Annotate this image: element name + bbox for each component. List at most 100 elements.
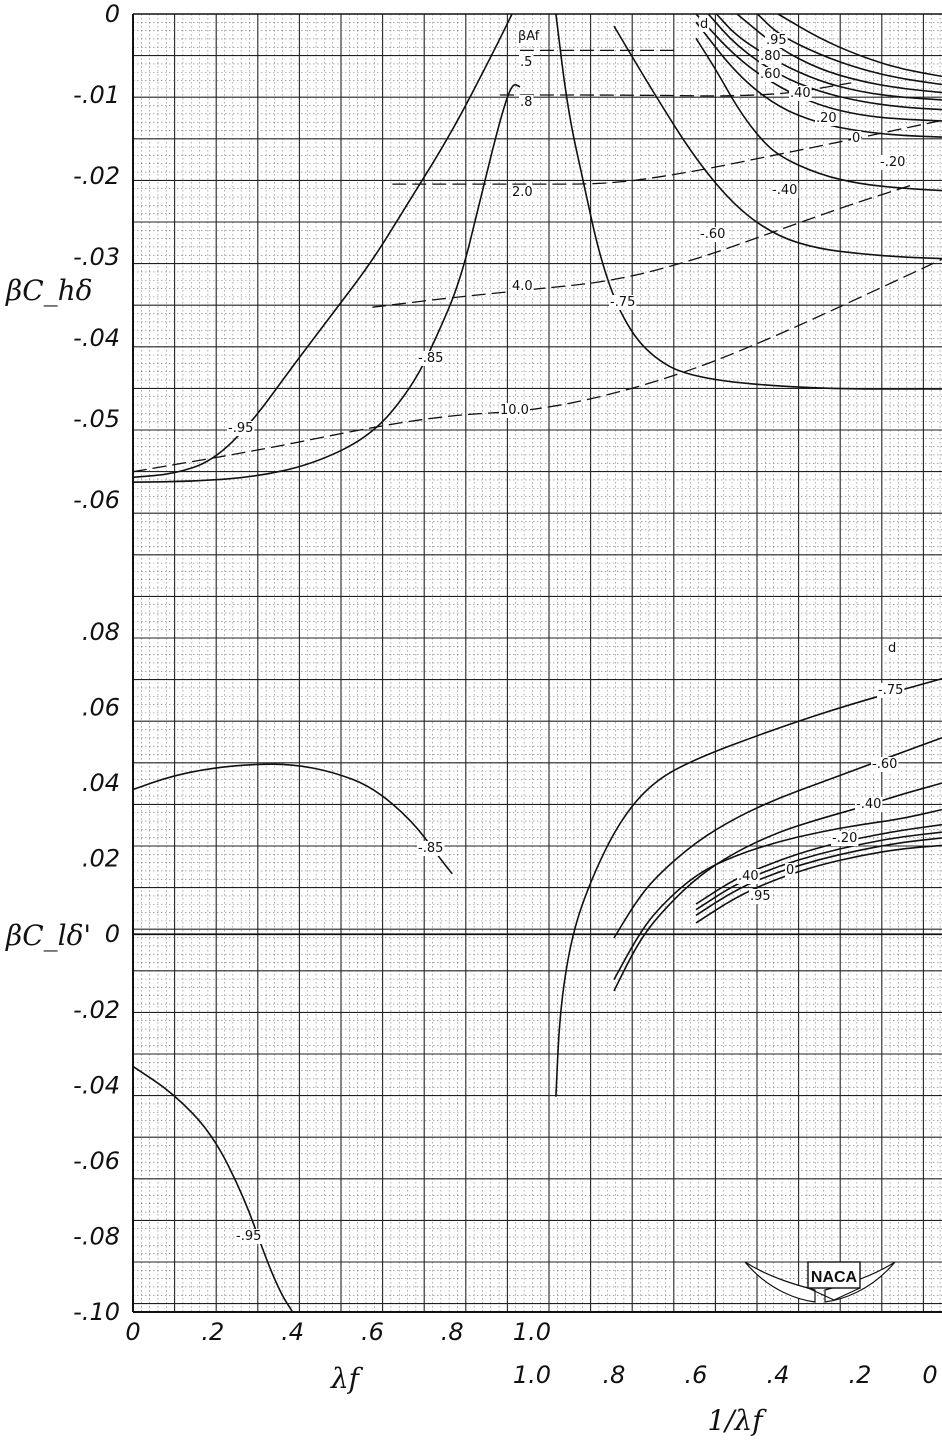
top-label-d: d [700, 17, 708, 32]
bottom-label-m75: -.75 [878, 683, 903, 698]
bottom-label-bg [417, 841, 445, 856]
bottom-label-m85: -.85 [418, 841, 443, 856]
x2-tick-label: 0 [922, 1361, 937, 1389]
top-label-bg [879, 155, 907, 170]
bottom-series-6 [695, 823, 942, 905]
naca-logo: NACA [744, 1261, 896, 1303]
top-label-bg [519, 95, 534, 110]
top-series-2 [555, 13, 942, 390]
y-tick-label: -.10 [73, 1298, 120, 1326]
x-tick-label: .2 [201, 1318, 224, 1346]
top-label-p60b: .60 [760, 67, 781, 82]
top-series-3 [613, 25, 942, 260]
bottom-series-2 [555, 677, 942, 1097]
bottom-series-3 [613, 737, 942, 939]
bottom-label-m20: -.20 [832, 831, 857, 846]
x2-tick-label: .4 [767, 1361, 790, 1389]
bottom-label-bg [831, 831, 859, 846]
top-label-p5: .5 [520, 55, 532, 70]
x2-tick-label: .2 [849, 1361, 872, 1389]
top-label-bg [759, 49, 782, 64]
top-label-bg [417, 351, 445, 366]
bottom-label-bg [737, 869, 760, 884]
top-series-11 [777, 13, 942, 78]
x-tick-label: .8 [441, 1318, 464, 1346]
top-series-1 [132, 83, 521, 483]
y-tick-label: .08 [82, 618, 120, 646]
bottom-label-bg [877, 683, 905, 698]
x-tick-label: .4 [281, 1318, 304, 1346]
top-label-m95a: -.95 [228, 421, 253, 436]
y-tick-label: -.08 [73, 1222, 120, 1250]
bottom-series-0 [132, 763, 453, 875]
top-label-p100: 10.0 [500, 403, 529, 418]
axes: 0-.01-.02-.03-.04-.05-.06.08.06.04.020-.… [5, 0, 942, 1437]
top-series-10 [756, 13, 942, 86]
top-label-m60a: -.60 [700, 227, 725, 242]
top-label-bg [851, 131, 862, 146]
y-axis-label-top: βC_hδ [5, 274, 93, 307]
y-tick-label: -.02 [73, 996, 120, 1024]
top-label-bg [765, 33, 788, 48]
x-tick-label: 0 [125, 1318, 140, 1346]
y-tick-label: 0 [105, 0, 120, 28]
bottom-label-bg [749, 889, 772, 904]
bottom-label-m60: -.60 [872, 757, 897, 772]
top-label-bg [699, 227, 727, 242]
y-tick-label: -.05 [73, 405, 120, 433]
y-tick-label: .02 [82, 845, 120, 873]
bottom-label-bg [785, 863, 796, 878]
bottom-series-5 [613, 808, 942, 980]
x2-tick-label: .8 [603, 1361, 626, 1389]
bottom-label-m40: -.40 [856, 797, 881, 812]
top-label-p95b: .95 [766, 33, 787, 48]
bottom-series-9 [695, 844, 942, 924]
bottom-label-p95: .95 [750, 889, 771, 904]
curve-labels: d βAf .5 .8 2.0 4.0 10.0 -.95 -.85 -.75 -.60 -.40 -.… [227, 17, 907, 1244]
y-tick-label: -.04 [73, 1071, 120, 1099]
bottom-label-bg [855, 797, 883, 812]
top-label-bg [815, 111, 838, 126]
top-series-7 [707, 13, 942, 111]
x2-axis-label: 1/λf [707, 1404, 767, 1437]
top-label-bg [699, 17, 710, 32]
y-axis-label-bottom: βC_lδ' [5, 919, 91, 952]
top-label-bg [771, 183, 799, 198]
x2-tick-label: 1.0 [513, 1361, 551, 1389]
bottom-label-bg [235, 1229, 263, 1244]
top-series-4 [695, 37, 942, 192]
curves [132, 13, 942, 1313]
top-label-z0a: 0 [852, 131, 860, 146]
bottom-label-z0: 0 [786, 863, 794, 878]
top-series-15 [372, 183, 916, 308]
top-label-bg [517, 29, 541, 44]
grid [132, 13, 942, 1313]
y-tick-label: -.06 [73, 1147, 120, 1175]
top-series-0 [132, 13, 513, 479]
x-tick-label: .6 [361, 1318, 384, 1346]
x2-tick-label: .6 [685, 1361, 708, 1389]
top-label-m40a: -.40 [772, 183, 797, 198]
bottom-series-4 [613, 782, 942, 992]
y-tick-label: .06 [82, 694, 120, 722]
top-series-9 [736, 13, 942, 94]
top-label-bAf: βAf [518, 29, 540, 44]
y-tick-label: -.06 [73, 486, 120, 514]
y-tick-label: .04 [82, 769, 120, 797]
top-label-p40: 4.0 [512, 279, 533, 294]
top-label-m85a: -.85 [418, 351, 443, 366]
x-axis-label: λf [330, 1362, 364, 1395]
y-tick-label: -.01 [73, 81, 120, 109]
top-series-16 [132, 258, 942, 473]
top-label-bg [227, 421, 255, 436]
top-label-bg [499, 403, 530, 418]
y-tick-label: -.02 [73, 162, 120, 190]
top-label-bg [759, 67, 782, 82]
top-label-p40b: .40 [790, 86, 811, 101]
naca-logo-text: NACA [811, 1269, 858, 1286]
bottom-series-1 [132, 1065, 294, 1313]
x-tick-label: 1.0 [513, 1318, 551, 1346]
y-tick-label: -.04 [73, 324, 120, 352]
